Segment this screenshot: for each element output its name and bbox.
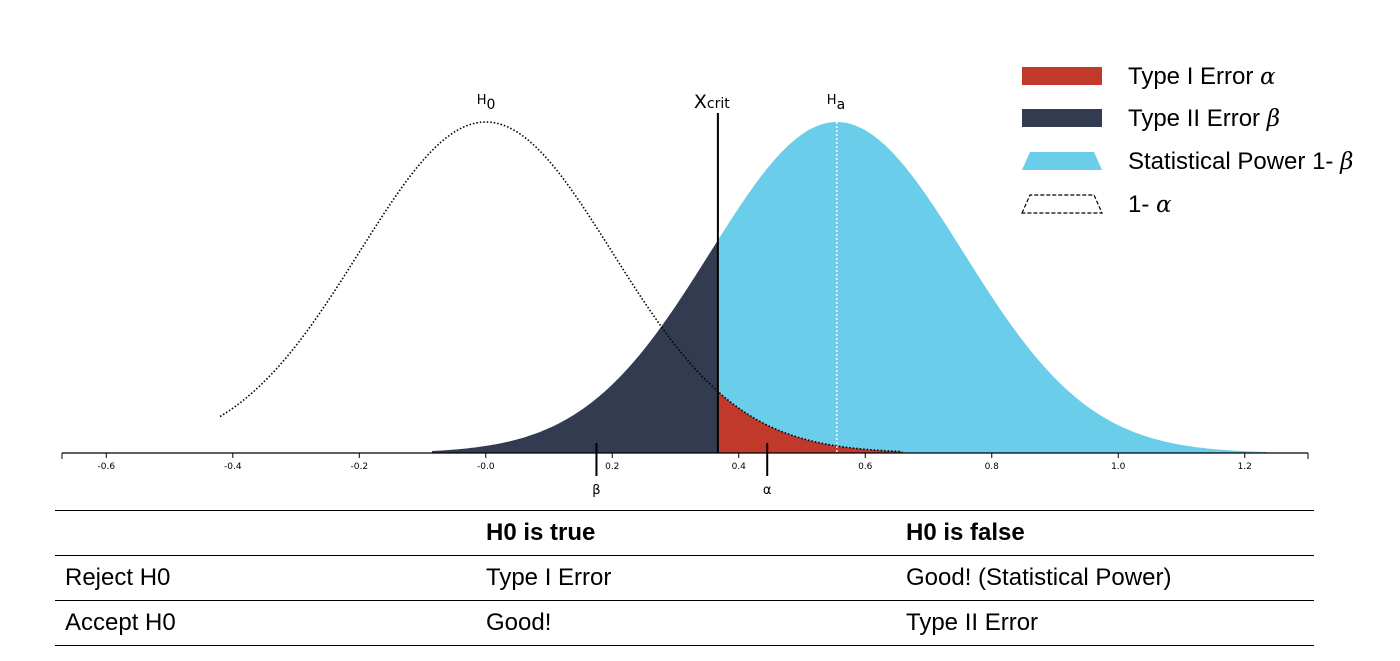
x-tick-label: -0.0 [477,462,495,472]
critical-value-label: Xcrit [694,91,730,113]
table-header-row: H0 is true H0 is false [55,510,1314,556]
power-analysis-chart: -0.6 -0.4 -0.2 -0.0 0.2 0.4 0.6 0.8 1.0 1.2β α H0 H… [61,63,1353,498]
x-tick-label: -0.4 [224,462,242,472]
legend-swatch [1022,152,1102,170]
legend: Type I Error α Type II Error β Statistical… [1021,63,1353,218]
table-header-cell [55,511,476,556]
legend-label: 1- α [1128,191,1172,218]
legend-label: Type II Error β [1128,105,1280,132]
x-tick-label: -0.2 [350,462,368,472]
x-tick-label: 0.6 [858,462,873,472]
table-cell: Type I Error [486,564,612,591]
legend-swatch [1021,194,1103,214]
marker-label: α [763,483,772,498]
table-header-cell: H0 is true [486,519,596,546]
x-tick-label: 0.8 [985,462,1000,472]
legend-label: Statistical Power 1- β [1128,148,1353,175]
x-tick-label: 0.2 [605,462,619,472]
table-cell: Good! (Statistical Power) [906,564,1172,591]
table-cell: Reject H0 [65,564,171,591]
legend-swatch [1022,109,1102,127]
type-i-error-area [717,391,904,453]
x-tick-label: 0.4 [732,462,747,472]
distribution-areas [219,113,1267,453]
h0-label: H0 [477,93,496,113]
h0-curve [219,121,901,453]
table-header-cell: H0 is false [906,519,1025,546]
x-axis: -0.6 -0.4 -0.2 -0.0 0.2 0.4 0.6 0.8 1.0 1.2 β α [61,443,1309,498]
table-row: Accept H0 Good! Type II Error [55,601,1314,646]
decision-table: H0 is true H0 is false Reject H0 Type I … [55,510,1314,646]
x-tick-label: 1.2 [1238,462,1252,472]
statistical-power-area [717,122,1267,453]
legend-swatch [1022,67,1102,85]
curve-labels: H0 Ha Xcrit [477,91,845,113]
x-tick-label: -0.6 [97,462,115,472]
type-ii-error-area [432,240,718,453]
table-cell: Accept H0 [65,609,176,636]
table-cell: Good! [486,609,552,636]
ha-label: Ha [827,93,845,113]
table-row: Reject H0 Type I Error Good! (Statistica… [55,556,1314,601]
legend-label: Type I Error α [1128,63,1276,90]
x-tick-label: 1.0 [1111,462,1126,472]
table-cell: Type II Error [906,609,1039,636]
marker-label: β [592,483,600,498]
